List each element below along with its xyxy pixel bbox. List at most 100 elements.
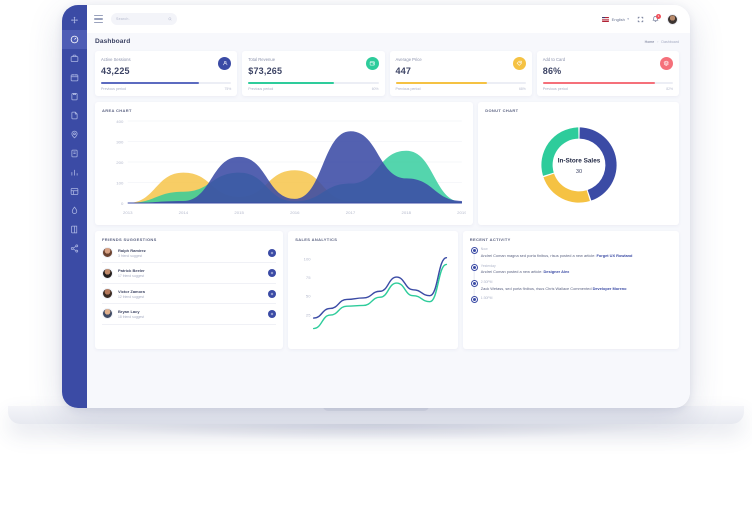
sidebar-item-docs[interactable] xyxy=(62,220,87,239)
friend-avatar xyxy=(102,247,113,259)
move-icon xyxy=(70,16,79,25)
charts-row: AREA CHART 0 100 200 300 400 2013 2014 2015 201… xyxy=(95,102,679,226)
donut-slice-green[interactable] xyxy=(541,127,579,177)
avatar[interactable] xyxy=(667,13,678,25)
area-chart-y-axis: 0 100 200 300 400 xyxy=(116,119,124,206)
stat-footer-label: Previous period xyxy=(248,87,274,92)
x-tick-label: 2017 xyxy=(346,210,356,215)
breadcrumb-home[interactable]: Home xyxy=(644,39,655,44)
stat-card-total-revenue[interactable]: Total Revenue $73,265 xyxy=(242,51,385,97)
main-column: Search. English ▾ xyxy=(87,5,690,408)
stat-card-average-price[interactable]: Average Price 447 P xyxy=(389,51,532,97)
stat-card-top: Average Price 447 xyxy=(396,57,526,76)
stat-value: 447 xyxy=(395,66,412,76)
stat-footer-percent: 68% xyxy=(518,87,526,92)
friend-suggestion-row[interactable]: Ralph Ramirez 3 friend suggest xyxy=(102,242,277,264)
activity-link[interactable]: Developer Moreno xyxy=(592,285,627,291)
activity-list: Now Andrei Coman magna sed porta finibus,… xyxy=(470,247,672,303)
activity-connector xyxy=(473,253,475,265)
activity-item: Now Andrei Coman magna sed porta finibus,… xyxy=(470,247,672,265)
friend-name: Victor Zamora xyxy=(118,288,145,294)
y-tick-label: 300 xyxy=(116,140,124,145)
stat-label: Active Sessions xyxy=(101,57,131,62)
sidebar-item-analytics[interactable] xyxy=(62,163,87,182)
table-icon xyxy=(70,187,79,196)
y-tick-label: 25 xyxy=(306,313,311,318)
language-selector[interactable]: English ▾ xyxy=(602,16,629,22)
sidebar-item-files[interactable] xyxy=(62,106,87,125)
activity-text: Andrei Coman posted a new article: Desig… xyxy=(481,269,672,275)
x-tick-label: 2014 xyxy=(179,210,189,215)
sidebar-item-notes[interactable] xyxy=(62,144,87,163)
friend-text: Ralph Ramirez 3 friend suggest xyxy=(118,248,268,258)
activity-description: Zack Wetass, sed porta finibus, risus Ch… xyxy=(480,285,593,291)
sidebar-item-tasks[interactable] xyxy=(62,87,87,106)
progress-fill xyxy=(248,82,335,84)
page-title: Dashboard xyxy=(95,38,131,45)
friend-name: Patrick Beeler xyxy=(118,268,145,274)
activity-time: Now xyxy=(480,247,488,252)
donut-center-label: In-Store Sales xyxy=(557,158,600,165)
friend-suggestion-row[interactable]: Bryan Lacy 18 friend suggest xyxy=(102,304,277,325)
line-series-navy xyxy=(313,257,448,320)
activity-item: 1:30PM xyxy=(470,296,672,303)
friend-text: Victor Zamora 12 friend suggest xyxy=(118,289,268,299)
activity-panel-title: RECENT ACTIVITY xyxy=(469,237,511,243)
activity-link[interactable]: Forget UX Rowland xyxy=(596,252,633,258)
friend-avatar xyxy=(102,267,113,279)
fullscreen-icon[interactable] xyxy=(637,16,644,23)
top-bar: Search. English ▾ xyxy=(87,5,690,33)
activity-dot-icon xyxy=(471,297,477,303)
activity-body: Now Andrei Coman magna sed porta finibus,… xyxy=(479,247,672,258)
activity-time: 2:30PM xyxy=(480,280,493,285)
area-chart-panel: AREA CHART 0 100 200 300 400 2013 2014 2015 201… xyxy=(95,102,474,226)
sidebar-item-calendar[interactable] xyxy=(62,68,87,87)
stat-footer-percent: 82% xyxy=(666,87,673,92)
friend-suggestion-row[interactable]: Victor Zamora 12 friend suggest xyxy=(102,284,277,305)
briefcase-icon xyxy=(70,54,79,63)
sidebar-item-theme[interactable] xyxy=(62,201,87,220)
clipboard-icon xyxy=(70,92,79,101)
sidebar-item-tables[interactable] xyxy=(62,182,87,201)
friend-text: Bryan Lacy 18 friend suggest xyxy=(118,309,268,319)
friend-name: Bryan Lacy xyxy=(118,308,140,314)
sidebar[interactable] xyxy=(62,5,87,408)
bar-chart-icon xyxy=(70,168,79,177)
donut-chart-title: DONUT CHART xyxy=(485,108,519,114)
add-friend-button[interactable] xyxy=(268,309,277,318)
notifications-button[interactable]: 1 xyxy=(652,13,661,23)
donut-slice-yellow[interactable] xyxy=(543,173,590,203)
donut-chart-wrap: In-Store Sales 30 xyxy=(485,113,672,217)
dashboard-app: Search. English ▾ xyxy=(62,5,690,408)
donut-chart: In-Store Sales 30 xyxy=(541,127,617,203)
search-input[interactable]: Search. xyxy=(111,13,177,25)
friend-subtitle: 3 friend suggest xyxy=(118,253,143,258)
sidebar-item-share[interactable] xyxy=(62,239,87,258)
sidebar-item-dashboard[interactable] xyxy=(62,30,87,49)
activity-dot-icon xyxy=(471,281,477,287)
y-tick-label: 100 xyxy=(304,257,312,262)
activity-text: Zack Wetass, sed porta finibus, risus Ch… xyxy=(481,286,672,292)
donut-slice-blue[interactable] xyxy=(579,127,617,201)
hamburger-icon[interactable] xyxy=(94,15,103,23)
progress-fill xyxy=(542,82,655,84)
sidebar-item-apps[interactable] xyxy=(62,49,87,68)
x-tick-label: 2015 xyxy=(234,210,244,215)
progress-track xyxy=(248,82,379,84)
sidebar-item-logo[interactable] xyxy=(62,11,87,30)
add-friend-button[interactable] xyxy=(268,289,277,298)
stat-card-add-to-card[interactable]: Add to Card 86% Pre xyxy=(536,51,679,97)
friend-suggestion-row[interactable]: Patrick Beeler 17 friend suggest xyxy=(102,263,277,284)
sidebar-item-location[interactable] xyxy=(62,125,87,144)
activity-description: Andrei Coman posted a new article: xyxy=(480,269,544,275)
stat-footer: Previous period 60% xyxy=(248,87,378,91)
tag-icon xyxy=(512,57,526,70)
sales-line-chart: 25 50 75 100 xyxy=(304,257,448,330)
donut-chart-panel: DONUT CHART In-Store Sales 30 xyxy=(478,102,679,226)
add-friend-button[interactable] xyxy=(268,269,277,278)
add-friend-button[interactable] xyxy=(268,248,277,257)
stat-value: 43,225 xyxy=(101,66,130,76)
activity-link[interactable]: Designer Alex xyxy=(543,269,570,275)
stat-card-active-sessions[interactable]: Active Sessions 43,225 xyxy=(95,51,238,97)
